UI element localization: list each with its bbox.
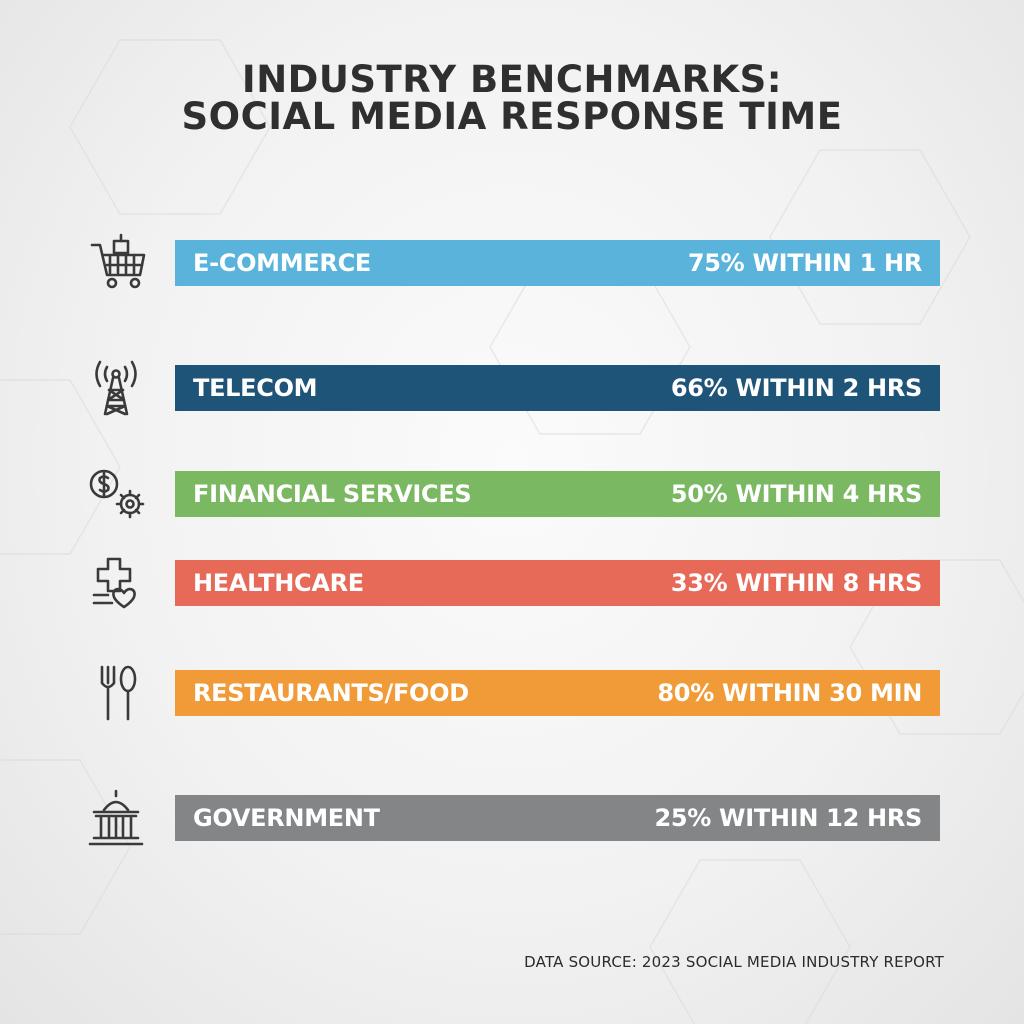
bar-financial-services: FINANCIAL SERVICES 50% WITHIN 4 HRS xyxy=(175,471,940,517)
bar-e-commerce: E-COMMERCE 75% WITHIN 1 HR xyxy=(175,240,940,286)
value-label: 80% WITHIN 30 MIN xyxy=(657,679,922,707)
medical-cross-heart-icon xyxy=(80,553,152,613)
category-label: E-COMMERCE xyxy=(193,249,372,277)
bar-restaurants-food: RESTAURANTS/FOOD 80% WITHIN 30 MIN xyxy=(175,670,940,716)
value-label: 50% WITHIN 4 HRS xyxy=(670,480,922,508)
value-label: 75% WITHIN 1 HR xyxy=(687,249,922,277)
category-label: FINANCIAL SERVICES xyxy=(193,480,472,508)
value-label: 66% WITHIN 2 HRS xyxy=(670,374,922,402)
value-label: 25% WITHIN 12 HRS xyxy=(654,804,922,832)
value-label: 33% WITHIN 8 HRS xyxy=(670,569,922,597)
category-label: TELECOM xyxy=(193,374,318,402)
category-label: RESTAURANTS/FOOD xyxy=(193,679,469,707)
chart-title-line-2: SOCIAL MEDIA RESPONSE TIME xyxy=(181,95,843,138)
bar-government: GOVERNMENT 25% WITHIN 12 HRS xyxy=(175,795,940,841)
category-label: GOVERNMENT xyxy=(193,804,380,832)
government-building-icon xyxy=(80,788,152,848)
dollar-gear-icon xyxy=(80,464,152,524)
fork-spoon-icon xyxy=(80,663,152,723)
chart-title-line-1: INDUSTRY BENCHMARKS: xyxy=(241,58,783,101)
shopping-cart-icon xyxy=(80,233,152,293)
category-label: HEALTHCARE xyxy=(193,569,364,597)
bar-telecom: TELECOM 66% WITHIN 2 HRS xyxy=(175,365,940,411)
bar-healthcare: HEALTHCARE 33% WITHIN 8 HRS xyxy=(175,560,940,606)
data-source-note: DATA SOURCE: 2023 SOCIAL MEDIA INDUSTRY … xyxy=(524,953,944,971)
antenna-tower-icon xyxy=(80,358,152,418)
